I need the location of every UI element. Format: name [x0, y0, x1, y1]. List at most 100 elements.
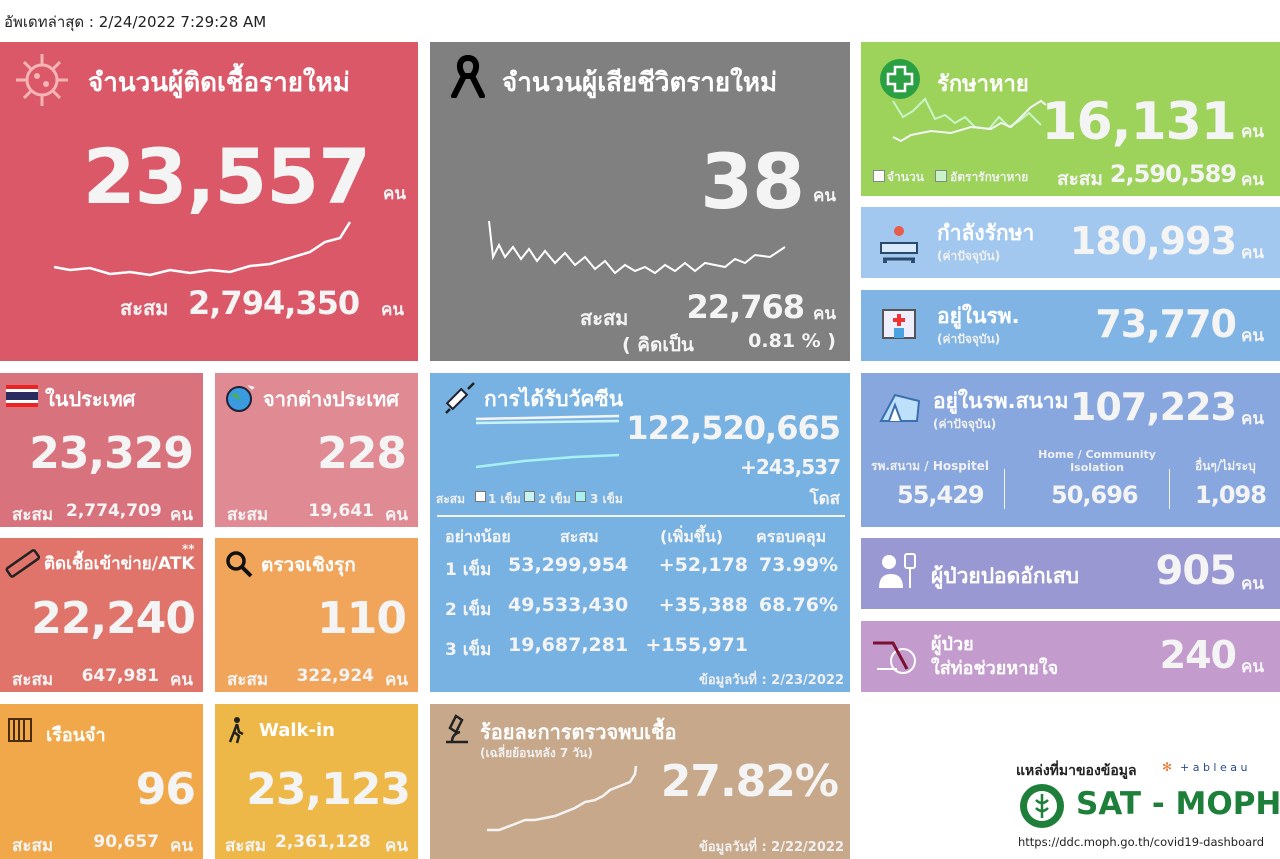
other-label: อื่นๆ/ไม่ระบุ [1195, 459, 1256, 473]
deaths-title: จำนวนผู้เสียชีวิตรายใหม่ [502, 68, 778, 98]
positivity-trend-line [487, 765, 638, 832]
prison-bars-icon [8, 718, 32, 742]
current-value-note: (ค่าปัจจุบัน) [937, 249, 1001, 263]
recovered-card[interactable]: รักษาหาย 16,131 คน จำนวน อัตรารักษาหาย ส… [861, 42, 1280, 196]
proactive-card[interactable]: ตรวจเชิงรุก 110 สะสม 322,924 คน [215, 538, 418, 692]
home-isolation-label: Home / Community Isolation [1038, 448, 1156, 474]
vaccine-header-dose: อย่างน้อย [445, 527, 511, 546]
atk-note: ** [182, 542, 195, 556]
in-hospital-card[interactable]: อยู่ในรพ. (ค่าปัจจุบัน) 73,770 คน [861, 290, 1280, 361]
unit-label: คน [1241, 657, 1264, 677]
cumulative-label: สะสม [436, 492, 466, 506]
atk-test-icon [5, 549, 40, 578]
legend-dose2-label: 2 เข็ม [538, 492, 571, 506]
dose-label: 2 เข็ม [445, 600, 492, 620]
vaccine-header-coverage: ครอบคลุม [756, 527, 827, 546]
new-cases-cumulative: 2,794,350 [188, 284, 360, 322]
unit-label: คน [170, 670, 193, 690]
foreign-cumulative: 19,641 [308, 501, 374, 521]
unit-label: คน [385, 670, 408, 690]
proactive-value: 110 [317, 593, 407, 644]
recovered-title: รักษาหาย [937, 72, 1029, 97]
vaccine-data-date: ข้อมูลวันที่ : 2/23/2022 [698, 673, 844, 688]
ventilator-card[interactable]: ผู้ป่วย ใส่ท่อช่วยหายใจ 240 คน [861, 621, 1280, 692]
vaccine-card[interactable]: การได้รับวัคซีน 122,520,665 +243,537 โดส… [430, 373, 850, 692]
walking-person-icon [228, 717, 244, 744]
dose-label: 1 เข็ม [445, 560, 492, 580]
current-value-note: (ค่าปัจจุบัน) [937, 332, 1001, 346]
pneumonia-card[interactable]: ผู้ป่วยปอดอักเสบ 905 คน [861, 538, 1280, 609]
domestic-card[interactable]: ในประเทศ 23,329 สะสม 2,774,709 คน [0, 373, 203, 527]
legend-dose3-label: 3 เข็ม [590, 492, 623, 506]
other-value: 1,098 [1195, 481, 1267, 509]
magnifier-icon [226, 551, 253, 578]
vaccine-daily: +243,537 [740, 455, 841, 479]
last-updated: อัพเดทล่าสุด : 2/24/2022 7:29:28 AM [4, 13, 267, 31]
ventilator-title-line2: ใส่ท่อช่วยหายใจ [931, 658, 1059, 679]
domestic-cumulative: 2,774,709 [66, 501, 162, 521]
legend-swatch-count [873, 170, 885, 182]
unit-label: คน [381, 300, 404, 320]
moph-seal-icon [1020, 784, 1064, 828]
unit-label: คน [383, 184, 406, 204]
unit-label: คน [170, 505, 193, 525]
legend-swatch-dose2 [524, 491, 535, 502]
deaths-cumulative: 22,768 [686, 288, 805, 326]
legend-count-label: จำนวน [887, 170, 924, 184]
hospital-bed-icon [880, 226, 918, 263]
divider [1169, 469, 1170, 509]
positivity-subtitle: (เฉลี่ยย้อนหลัง 7 วัน) [480, 746, 593, 760]
legend-swatch-dose3 [575, 491, 586, 502]
deaths-card[interactable]: จำนวนผู้เสียชีวิตรายใหม่ 38 คน สะสม 22,7… [430, 42, 850, 361]
vaccine-unit: โดส [809, 489, 840, 509]
cumulative-label: สะสม [225, 836, 267, 856]
vaccine-header-cumulative: สะสม [560, 527, 599, 546]
walkin-value: 23,123 [246, 764, 411, 815]
walkin-card[interactable]: Walk-in 23,123 สะสม 2,361,128 คน [215, 704, 418, 859]
green-cross-icon [880, 59, 920, 99]
dose-increase: +155,971 [645, 634, 748, 656]
cumulative-label: สะสม [580, 306, 629, 330]
death-rate-value: 0.81 % ) [748, 330, 836, 352]
source-label: แหล่งที่มาของข้อมูล [1016, 763, 1137, 779]
home-isolation-value: 50,696 [1051, 481, 1139, 509]
recovered-value: 16,131 [1041, 92, 1237, 152]
deaths-trend-line [488, 220, 786, 275]
treating-card[interactable]: กำลังรักษา (ค่าปัจจุบัน) 180,993 คน [861, 207, 1280, 278]
field-hospital-card[interactable]: อยู่ในรพ.สนาม (ค่าปัจจุบัน) 107,223 คน ร… [861, 373, 1280, 527]
tableau-wordmark: + a b l e a u [1180, 761, 1248, 774]
dose-coverage: 68.76% [758, 594, 838, 616]
unit-label: คน [1241, 574, 1264, 594]
new-cases-title: จำนวนผู้ติดเชื้อรายใหม่ [88, 68, 350, 98]
atk-cumulative: 647,981 [81, 666, 159, 686]
new-cases-value: 23,557 [82, 132, 371, 221]
cumulative-label: สะสม [1057, 168, 1103, 190]
positivity-card[interactable]: ร้อยละการตรวจพบเชื้อ (เฉลี่ยย้อนหลัง 7 ว… [430, 704, 850, 859]
dose-coverage: 73.99% [758, 554, 838, 576]
atk-value: 22,240 [31, 593, 196, 644]
dose-cumulative: 53,299,954 [508, 554, 629, 576]
recovered-cumulative: 2,590,589 [1109, 160, 1237, 188]
prison-card[interactable]: เรือนจำ 96 สะสม 90,657 คน [0, 704, 203, 859]
positivity-title: ร้อยละการตรวจพบเชื้อ [480, 720, 677, 744]
atk-card[interactable]: ติดเชื้อเข้าข่าย/ATK ** 22,240 สะสม 647,… [0, 538, 203, 692]
vaccine-trend-lines [475, 414, 620, 469]
new-cases-card[interactable]: จำนวนผู้ติดเชื้อรายใหม่ 23,557 คน สะสม 2… [0, 42, 418, 361]
walkin-title: Walk-in [259, 720, 335, 741]
prison-value: 96 [135, 764, 196, 815]
treating-value: 180,993 [1069, 219, 1237, 263]
sat-moph-logo: SAT - MOPH [1076, 786, 1280, 822]
walkin-cumulative: 2,361,128 [275, 832, 371, 852]
microscope-icon [446, 714, 468, 744]
unit-label: คน [1241, 243, 1264, 263]
cumulative-label: สะสม [12, 670, 54, 690]
syringe-icon [445, 382, 475, 414]
foreign-card[interactable]: จากต่างประเทศ 228 สะสม 19,641 คน [215, 373, 418, 527]
cumulative-label: สะสม [120, 296, 169, 320]
virus-icon [16, 54, 68, 106]
unit-label: คน [1241, 409, 1264, 429]
domestic-value: 23,329 [29, 428, 194, 479]
dose-increase: +52,178 [658, 554, 748, 576]
source-url-link[interactable]: https://ddc.moph.go.th/covid19-dashboard [1018, 835, 1265, 849]
current-value-note: (ค่าปัจจุบัน) [933, 417, 997, 431]
